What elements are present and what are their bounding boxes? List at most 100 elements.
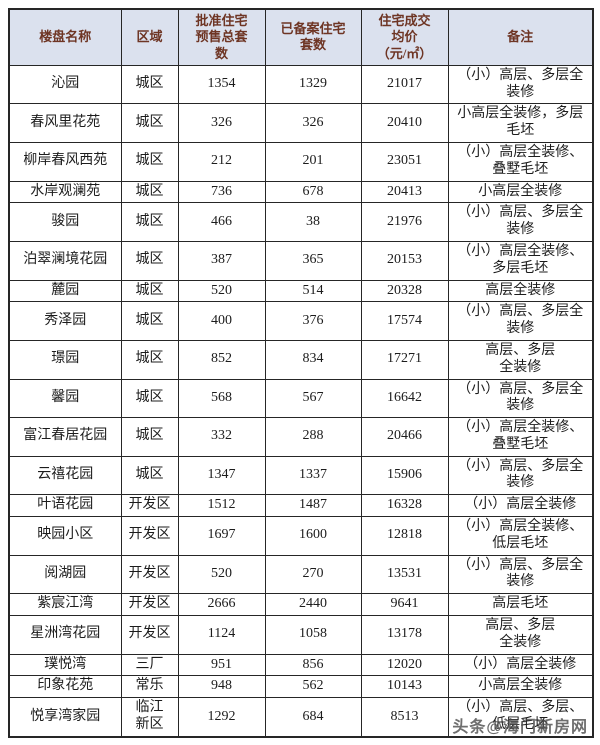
cell-region: 开发区 [120, 494, 179, 518]
cell-name: 泊翠澜境花园 [8, 240, 122, 281]
cell-registered: 1329 [264, 64, 362, 105]
table-row: 映园小区 开发区 1697 1600 12818 （小）高层全装修、 低层毛坯 [8, 516, 594, 556]
cell-region: 开发区 [120, 554, 179, 595]
cell-name: 馨园 [8, 378, 122, 419]
cell-region: 城区 [120, 202, 179, 242]
cell-region: 开发区 [120, 516, 179, 556]
cell-registered: 834 [264, 339, 362, 380]
cell-name: 映园小区 [8, 516, 122, 556]
table-row: 秀泽园 城区 400 376 17574 （小）高层、多层全 装修 [8, 301, 594, 341]
cell-approved: 736 [177, 180, 266, 204]
header-cell-price: 住宅成交 均价 （元/㎡） [360, 8, 449, 66]
cell-name: 富江春居花园 [8, 417, 122, 457]
cell-price: 23051 [360, 141, 449, 182]
table-row: 悦享湾家园 临江 新区 1292 684 8513 （小）高层、多层、 低层毛坯 [8, 697, 594, 738]
header-cell-region: 区域 [120, 8, 179, 66]
table-header: 楼盘名称 区域 批准住宅 预售总套 数已备案住宅 套数 住宅成交 均价 （元/㎡） 备注 [8, 8, 594, 66]
cell-price: 17574 [360, 301, 449, 341]
cell-price: 20410 [360, 103, 449, 143]
cell-region: 城区 [120, 339, 179, 380]
cell-region: 开发区 [120, 593, 179, 617]
header-cell-registered: 已备案住宅 套数 [264, 8, 362, 66]
cell-region: 城区 [120, 455, 179, 496]
cell-approved: 1354 [177, 64, 266, 105]
cell-approved: 400 [177, 301, 266, 341]
cell-name: 柳岸春风西苑 [8, 141, 122, 182]
cell-remark: 小高层全装修 [447, 675, 594, 699]
cell-name: 秀泽园 [8, 301, 122, 341]
cell-registered: 2440 [264, 593, 362, 617]
cell-remark: （小）高层全装修、 叠墅毛坯 [447, 417, 594, 457]
cell-approved: 2666 [177, 593, 266, 617]
cell-name: 沁园 [8, 64, 122, 105]
cell-remark: 小高层全装修，多层 毛坯 [447, 103, 594, 143]
cell-approved: 466 [177, 202, 266, 242]
cell-registered: 684 [264, 697, 362, 738]
table-row: 云禧花园 城区 1347 1337 15906 （小）高层、多层全 装修 [8, 455, 594, 496]
cell-price: 12818 [360, 516, 449, 556]
cell-price: 20413 [360, 180, 449, 204]
cell-approved: 332 [177, 417, 266, 457]
cell-remark: （小）高层、多层、 低层毛坯 [447, 697, 594, 738]
cell-region: 城区 [120, 240, 179, 281]
cell-approved: 1347 [177, 455, 266, 496]
header-cell-approved: 批准住宅 预售总套 数 [177, 8, 266, 66]
cell-name: 麓园 [8, 279, 122, 303]
cell-price: 10143 [360, 675, 449, 699]
cell-name: 水岸观澜苑 [8, 180, 122, 204]
table-body: 沁园 城区 1354 1329 21017 （小）高层、多层全 装修 春风里花苑 城区 326 3… [8, 64, 594, 738]
cell-price: 9641 [360, 593, 449, 617]
cell-region: 开发区 [120, 615, 179, 655]
cell-registered: 365 [264, 240, 362, 281]
cell-registered: 856 [264, 653, 362, 677]
cell-approved: 212 [177, 141, 266, 182]
cell-remark: （小）高层、多层全 装修 [447, 64, 594, 105]
cell-remark: （小）高层全装修 [447, 653, 594, 677]
header-cell-remark: 备注 [447, 8, 594, 66]
cell-remark: （小）高层全装修 [447, 494, 594, 518]
cell-registered: 1487 [264, 494, 362, 518]
cell-price: 12020 [360, 653, 449, 677]
cell-name: 印象花苑 [8, 675, 122, 699]
cell-registered: 1337 [264, 455, 362, 496]
table-row: 麓园 城区 520 514 20328 高层全装修 [8, 279, 594, 303]
cell-remark: 高层全装修 [447, 279, 594, 303]
cell-price: 17271 [360, 339, 449, 380]
cell-name: 阅湖园 [8, 554, 122, 595]
cell-price: 20328 [360, 279, 449, 303]
table-row: 水岸观澜苑 城区 736 678 20413 小高层全装修 [8, 180, 594, 204]
cell-registered: 514 [264, 279, 362, 303]
cell-registered: 562 [264, 675, 362, 699]
table-row: 印象花苑 常乐 948 562 10143 小高层全装修 [8, 675, 594, 699]
cell-price: 15906 [360, 455, 449, 496]
cell-approved: 568 [177, 378, 266, 419]
cell-registered: 201 [264, 141, 362, 182]
cell-registered: 1058 [264, 615, 362, 655]
cell-region: 临江 新区 [120, 697, 179, 738]
cell-approved: 520 [177, 279, 266, 303]
cell-remark: （小）高层、多层全 装修 [447, 378, 594, 419]
cell-remark: （小）高层、多层全 装修 [447, 202, 594, 242]
cell-approved: 1124 [177, 615, 266, 655]
table-row: 泊翠澜境花园 城区 387 365 20153 （小）高层全装修、 多层毛坯 [8, 240, 594, 281]
cell-name: 紫宸江湾 [8, 593, 122, 617]
cell-approved: 520 [177, 554, 266, 595]
table-row: 叶语花园 开发区 1512 1487 16328 （小）高层全装修 [8, 494, 594, 518]
cell-registered: 1600 [264, 516, 362, 556]
table-row: 骏园 城区 466 38 21976 （小）高层、多层全 装修 [8, 202, 594, 242]
table-row: 富江春居花园 城区 332 288 20466 （小）高层全装修、 叠墅毛坯 [8, 417, 594, 457]
cell-approved: 852 [177, 339, 266, 380]
cell-region: 城区 [120, 378, 179, 419]
cell-region: 城区 [120, 103, 179, 143]
cell-registered: 567 [264, 378, 362, 419]
cell-remark: （小）高层、多层全 装修 [447, 301, 594, 341]
cell-registered: 376 [264, 301, 362, 341]
cell-registered: 38 [264, 202, 362, 242]
cell-name: 璟园 [8, 339, 122, 380]
cell-price: 20466 [360, 417, 449, 457]
table-row: 璞悦湾 三厂 951 856 12020 （小）高层全装修 [8, 653, 594, 677]
cell-name: 云禧花园 [8, 455, 122, 496]
header-cell-name: 楼盘名称 [8, 8, 122, 66]
cell-remark: 高层、多层 全装修 [447, 615, 594, 655]
